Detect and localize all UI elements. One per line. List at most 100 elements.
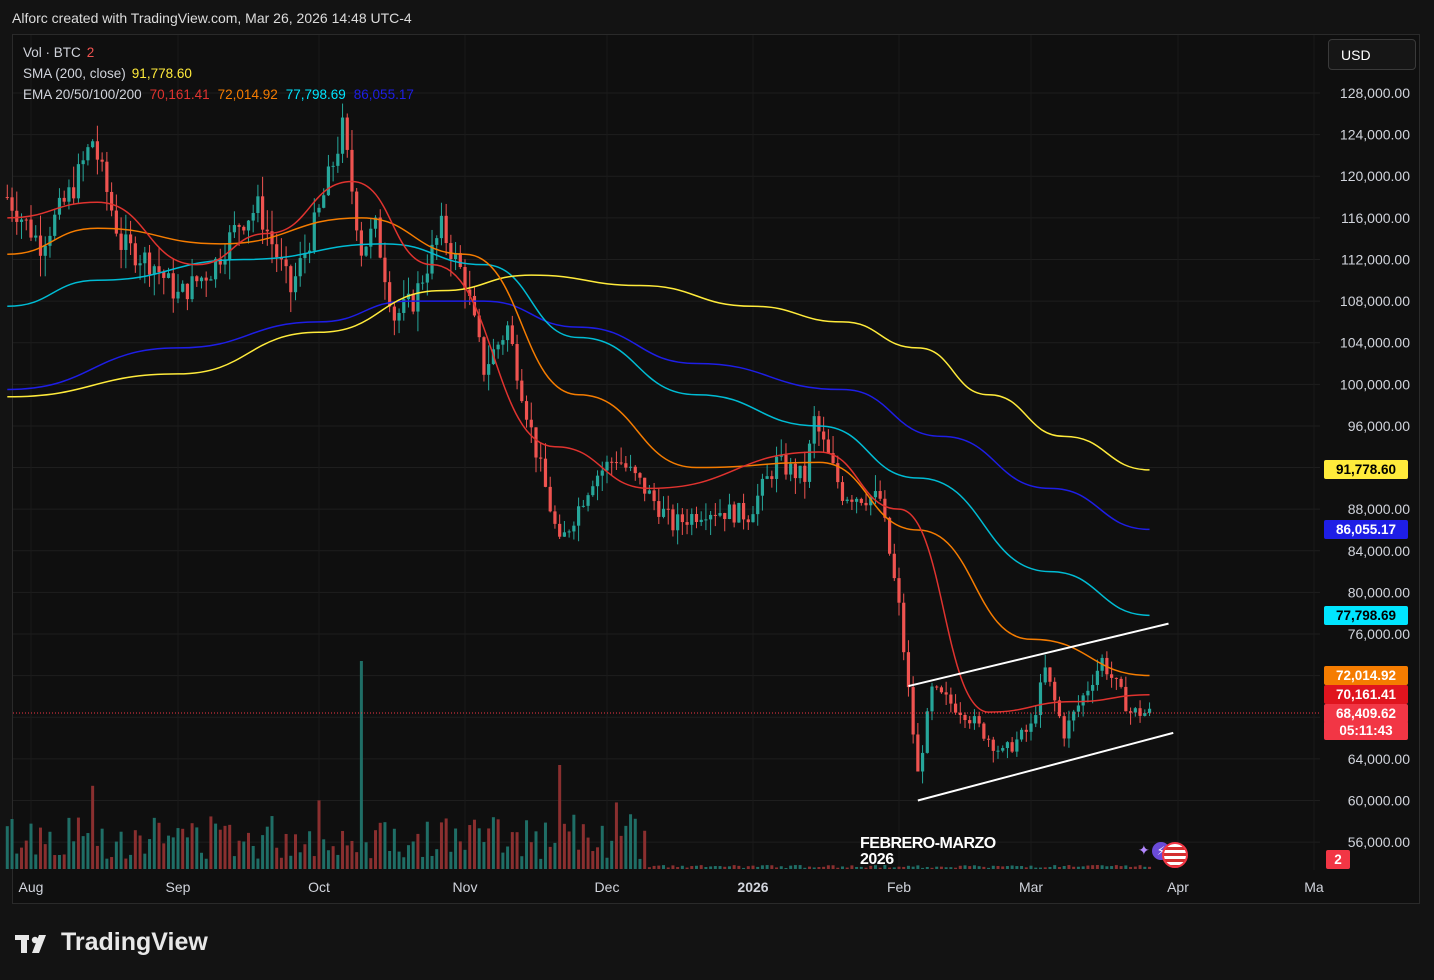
time-axis: Aug Sep Oct Nov Dec 2026 Feb Mar Apr Ma: [19, 879, 1324, 895]
volume-bar: [223, 825, 227, 869]
volume-bar: [143, 853, 147, 869]
ema50-line: [7, 217, 1150, 677]
volume-bar: [435, 849, 439, 869]
indicator-lines: [7, 180, 1320, 714]
candle-body: [709, 514, 713, 520]
candle-body: [246, 220, 251, 231]
candle-body: [784, 454, 788, 475]
volume-bar: [543, 822, 547, 869]
volume-bar: [1057, 867, 1061, 869]
volume-tag: 2: [1326, 850, 1350, 869]
volume-bar: [1048, 866, 1052, 869]
volume-bar: [935, 866, 939, 869]
candle-body: [1147, 708, 1152, 713]
volume-bar: [1015, 866, 1019, 869]
volume-bar: [303, 844, 307, 869]
volume-bar: [430, 855, 434, 869]
volume-bar: [298, 852, 302, 869]
price-tag: 72,014.92: [1324, 665, 1408, 685]
legend-sma[interactable]: SMA (200, close) 91,778.60: [23, 66, 200, 81]
candle-body: [836, 463, 840, 483]
volume-bar: [20, 847, 24, 869]
volume-bar: [534, 831, 538, 869]
candle-body: [38, 235, 43, 256]
volume-bar: [1138, 865, 1142, 869]
volume-bar: [515, 832, 519, 869]
candle-body: [897, 578, 901, 603]
currency-button[interactable]: USD: [1328, 39, 1416, 70]
x-tick-label: Aug: [19, 879, 44, 895]
volume-bar: [939, 866, 943, 869]
candle-body: [477, 315, 481, 338]
y-tick-label: 88,000.00: [1348, 501, 1410, 517]
volume-bar: [591, 851, 595, 869]
volume-bar: [680, 865, 684, 869]
candle-body: [76, 164, 81, 199]
candle-body: [1029, 723, 1033, 732]
candle-body: [15, 210, 19, 222]
candle-body: [577, 506, 581, 526]
candle-body: [312, 212, 316, 251]
ema50-value: 72,014.92: [217, 87, 278, 102]
volume-bar: [190, 823, 194, 869]
sparkle-icon[interactable]: ✦: [1138, 842, 1150, 858]
volume-bar: [869, 865, 873, 869]
y-tick-label: 112,000.00: [1341, 251, 1410, 267]
candle-body: [949, 694, 953, 704]
sma-label: SMA (200, close): [23, 66, 126, 81]
candle-body: [1024, 729, 1028, 732]
candle-body: [869, 497, 873, 506]
candle-body: [1114, 677, 1118, 679]
volume-bar: [831, 865, 835, 869]
volume-bar: [1010, 865, 1014, 869]
volume-bar: [86, 833, 90, 869]
volume-bar: [586, 837, 590, 869]
volume-bar: [209, 816, 213, 869]
volume-bar: [53, 855, 57, 869]
volume-bar: [1129, 866, 1133, 869]
volume-bar: [694, 865, 698, 869]
candle-body: [991, 739, 995, 751]
candle-body: [147, 252, 152, 275]
candle-body: [548, 486, 552, 512]
candle-body: [826, 439, 830, 454]
candle-body: [977, 716, 981, 724]
candle-body: [515, 344, 519, 381]
candle-body: [591, 486, 595, 496]
candle-body: [911, 687, 915, 735]
candle-body: [1034, 715, 1038, 724]
volume-bar: [704, 867, 708, 869]
candle-body: [345, 117, 349, 150]
legend-volume[interactable]: Vol · BTC 2: [23, 45, 102, 60]
candle-body: [435, 238, 439, 245]
candle-body: [482, 337, 486, 375]
y-tick-label: 64,000.00: [1348, 751, 1410, 767]
candle-body: [501, 340, 505, 345]
volume-bar: [157, 822, 161, 869]
legend-ema[interactable]: EMA 20/50/100/200 70,161.41 72,014.92 77,79…: [23, 87, 422, 102]
tradingview-logo[interactable]: TradingView: [15, 928, 208, 957]
x-tick-label: Ma: [1304, 879, 1324, 895]
volume-bar: [906, 865, 910, 869]
volume-bar: [1020, 865, 1024, 869]
candle-body: [199, 277, 204, 282]
y-tick-label: 120,000.00: [1340, 168, 1410, 184]
channel-upper-line: [908, 622, 1169, 688]
volume-bar: [214, 823, 218, 869]
candle-body: [529, 419, 533, 428]
candle-body: [340, 117, 345, 154]
candle-body: [657, 501, 661, 517]
volume-bar: [402, 857, 406, 869]
candle-body: [1081, 695, 1085, 706]
candle-body: [369, 228, 373, 247]
price-tag: 91,778.60: [1324, 460, 1408, 480]
candle-body: [91, 141, 95, 148]
candle-body: [119, 233, 123, 250]
volume-bar: [265, 826, 269, 869]
us-flag-icon[interactable]: [1162, 842, 1188, 873]
volume-bar: [770, 865, 774, 869]
volume-bar: [105, 858, 109, 869]
volume-bar: [944, 867, 948, 869]
candle-body: [326, 166, 331, 196]
